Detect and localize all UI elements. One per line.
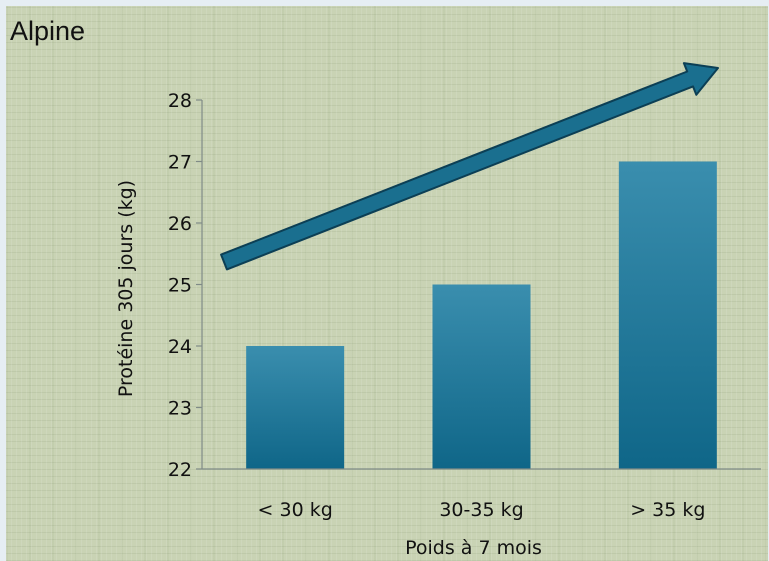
bar-1 [432, 284, 531, 469]
x-axis-title: Poids à 7 mois [405, 537, 542, 559]
y-tick-label: 28 [168, 90, 192, 112]
y-tick-label: 27 [168, 152, 192, 174]
chart-title: Alpine [10, 16, 86, 46]
trend-arrow [220, 62, 719, 271]
y-tick-label: 22 [168, 459, 192, 481]
chart-frame: Alpine 22 23 24 25 26 27 28 < 30 kg 30-35 kg > 3… [6, 6, 768, 561]
bars [246, 161, 717, 469]
x-axis-labels: < 30 kg 30-35 kg > 35 kg [258, 499, 706, 521]
bar-chart: 22 23 24 25 26 27 28 < 30 kg 30-35 kg > 35 kg Pr… [115, 62, 761, 559]
bar-0 [246, 346, 345, 469]
y-tick-label: 25 [168, 275, 192, 297]
x-tick-label: 30-35 kg [439, 499, 523, 521]
x-tick-label: > 35 kg [630, 499, 705, 521]
y-axis-title: Protéine 305 jours (kg) [115, 180, 137, 397]
y-tick-label: 23 [168, 398, 192, 420]
bar-2 [618, 161, 717, 469]
y-axis-ticks: 22 23 24 25 26 27 28 [168, 90, 202, 481]
x-tick-label: < 30 kg [258, 499, 333, 521]
y-tick-label: 26 [168, 213, 192, 235]
y-tick-label: 24 [168, 336, 192, 358]
